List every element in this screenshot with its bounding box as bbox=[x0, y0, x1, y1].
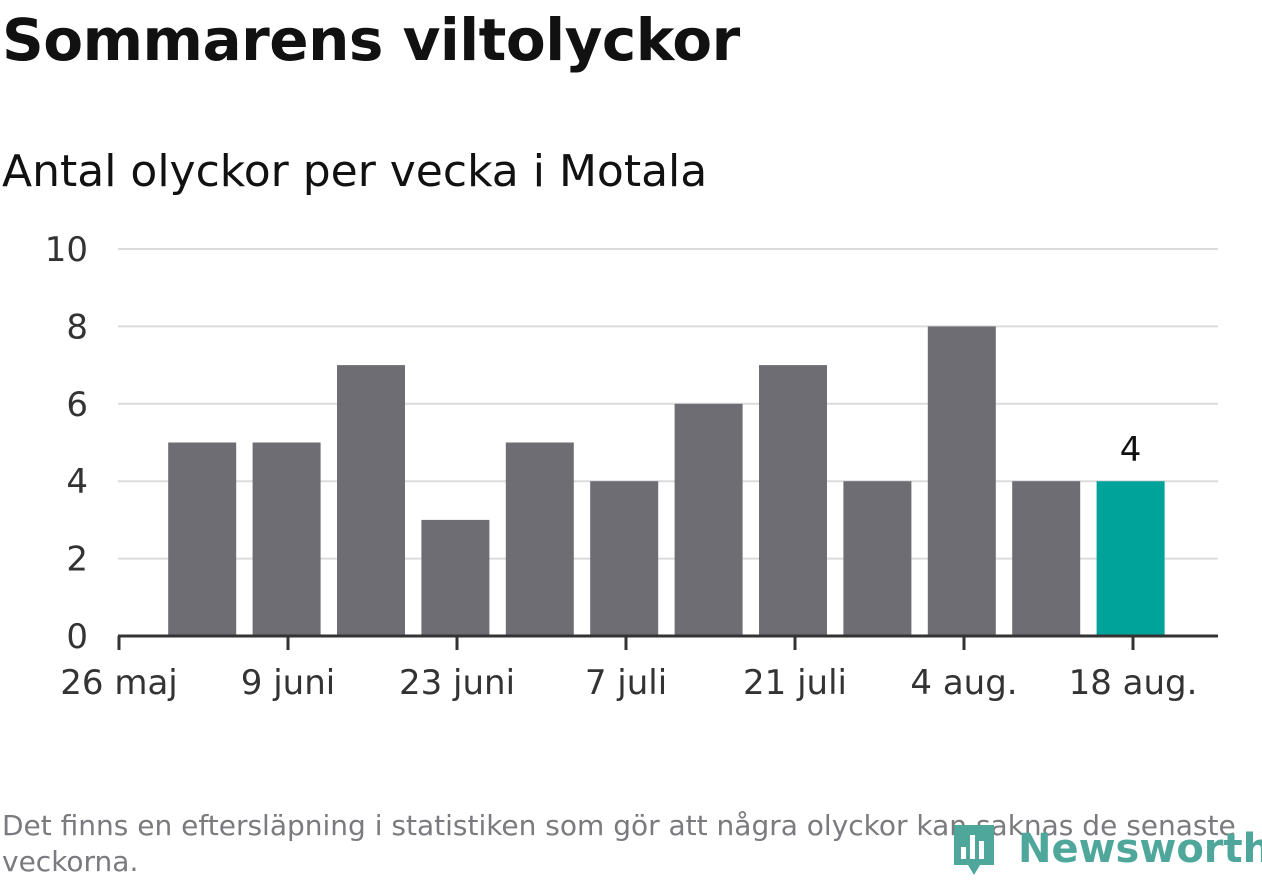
x-tick-label: 21 juli bbox=[743, 663, 847, 703]
x-tick-label: 26 maj bbox=[60, 663, 177, 703]
bar-21-juli bbox=[759, 365, 827, 636]
y-tick-label: 6 bbox=[66, 385, 88, 425]
y-tick-label: 0 bbox=[66, 617, 88, 657]
bar-18-aug bbox=[1096, 481, 1165, 636]
x-tick-label: 18 aug. bbox=[1069, 663, 1198, 703]
bar-7-juli bbox=[590, 481, 659, 636]
bar-30-juni bbox=[505, 442, 574, 636]
bar-9-juni bbox=[252, 442, 321, 636]
data-label: 4 bbox=[1120, 430, 1142, 470]
bar-4-aug bbox=[927, 326, 996, 636]
y-tick-label: 8 bbox=[66, 307, 88, 347]
bar-16-juni bbox=[337, 365, 405, 636]
data-labels: 4 bbox=[1120, 430, 1142, 470]
bar-14-juli bbox=[674, 403, 743, 636]
x-axis-labels: 26 maj 9 juni 23 juni 7 juli 21 juli 4 aug. 18… bbox=[60, 663, 1197, 703]
x-tick-label: 9 juni bbox=[241, 663, 335, 703]
bar-23-juni bbox=[421, 519, 490, 636]
bar-28-juli bbox=[843, 481, 912, 636]
axes bbox=[117, 634, 1218, 650]
x-tick-label: 23 juni bbox=[399, 663, 515, 703]
y-axis-labels: 0 2 4 6 8 10 bbox=[45, 230, 88, 657]
bars bbox=[168, 326, 1165, 636]
newsworthy-logo-text: Newsworthy bbox=[1018, 826, 1262, 872]
bar-2-juni bbox=[168, 442, 237, 636]
y-tick-label: 10 bbox=[45, 230, 88, 270]
bar-chart: 0 2 4 6 8 10 26 maj 9 juni 23 juni 7 juli 21 juli… bbox=[45, 230, 1218, 703]
y-tick-label: 4 bbox=[66, 462, 88, 502]
footnote: Det finns en eftersläpning i statistiken… bbox=[2, 809, 1236, 878]
chart-title: Sommarens viltolyckor bbox=[2, 6, 740, 74]
newsworthy-logo: Newsworthy bbox=[950, 818, 1262, 880]
newsworthy-logo-icon bbox=[954, 825, 994, 875]
bar-11-aug bbox=[1012, 481, 1081, 636]
y-tick-label: 2 bbox=[66, 540, 88, 580]
chart-subtitle: Antal olyckor per vecka i Motala bbox=[2, 146, 708, 197]
x-tick-label: 7 juli bbox=[585, 663, 667, 703]
x-tick-label: 4 aug. bbox=[910, 663, 1017, 703]
